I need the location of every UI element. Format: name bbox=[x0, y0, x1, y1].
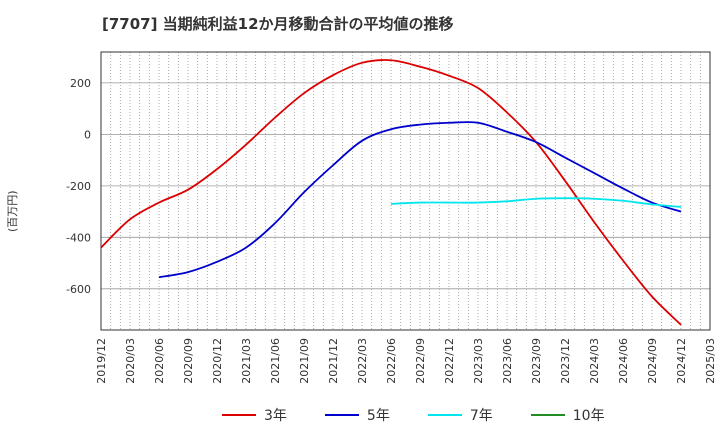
legend-label: 7年 bbox=[469, 408, 493, 424]
legend-item-3: 7年 bbox=[427, 405, 493, 425]
x-tick-label: 2019/12 bbox=[95, 338, 108, 384]
grid bbox=[100, 52, 711, 330]
series-line-3 bbox=[390, 197, 682, 208]
x-tick-label: 2024/06 bbox=[617, 338, 630, 384]
legend-swatch bbox=[222, 414, 256, 416]
x-tick-label: 2022/06 bbox=[385, 338, 398, 384]
legend-label: 3年 bbox=[264, 408, 287, 424]
legend-label: 5年 bbox=[366, 408, 390, 424]
legend-swatch bbox=[324, 414, 359, 416]
x-tick-label: 2022/12 bbox=[443, 338, 456, 384]
x-tick-label: 2021/03 bbox=[240, 338, 253, 384]
legend: 3年 5年 7年 10年 bbox=[222, 405, 643, 425]
x-tick-label: 2023/03 bbox=[472, 338, 485, 384]
x-tick-label: 2020/03 bbox=[124, 338, 137, 384]
series-group bbox=[100, 59, 682, 326]
x-tick-label: 2021/09 bbox=[298, 338, 311, 384]
x-tick-label: 2023/09 bbox=[530, 338, 543, 384]
x-tick-label: 2020/09 bbox=[182, 338, 195, 384]
legend-label: 10年 bbox=[572, 408, 605, 424]
x-tick-label: 2023/06 bbox=[501, 338, 514, 384]
y-tick-label: -600 bbox=[66, 283, 91, 296]
legend-swatch bbox=[530, 414, 565, 416]
legend-item-2: 5年 bbox=[324, 405, 390, 425]
y-tick-label: 0 bbox=[84, 128, 91, 141]
series-line-2 bbox=[158, 121, 682, 279]
legend-item-1: 3年 bbox=[222, 405, 287, 425]
y-tick-label: -200 bbox=[66, 180, 91, 193]
x-tick-label: 2024/09 bbox=[646, 338, 659, 384]
x-tick-label: 2020/12 bbox=[211, 338, 224, 384]
y-axis: 200 0 -200 -400 -600 bbox=[66, 77, 91, 296]
x-tick-label: 2020/06 bbox=[153, 338, 166, 384]
series-line-1 bbox=[100, 59, 682, 326]
x-axis: 2019/12 2020/03 2020/06 2020/09 2020/12 2021/… bbox=[95, 338, 717, 384]
chart-title: [7707] 当期純利益12か月移動合計の平均値の推移 bbox=[102, 15, 454, 33]
x-tick-label: 2022/09 bbox=[414, 338, 427, 384]
y-tick-label: 200 bbox=[70, 77, 91, 90]
legend-item-4: 10年 bbox=[530, 405, 605, 425]
x-tick-label: 2021/12 bbox=[327, 338, 340, 384]
x-tick-label: 2023/12 bbox=[559, 338, 572, 384]
x-tick-label: 2025/03 bbox=[704, 338, 717, 384]
legend-swatch bbox=[427, 414, 462, 416]
plot-frame bbox=[100, 51, 711, 331]
x-tick-label: 2024/03 bbox=[588, 338, 601, 384]
x-tick-label: 2021/06 bbox=[269, 338, 282, 384]
x-tick-label: 2022/03 bbox=[356, 338, 369, 384]
x-tick-label: 2024/12 bbox=[675, 338, 688, 384]
y-tick-label: -400 bbox=[66, 231, 91, 244]
